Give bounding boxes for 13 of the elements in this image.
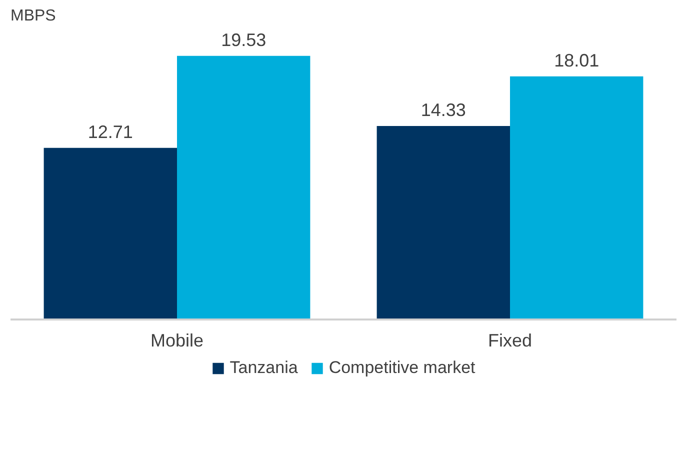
data-label: 14.33 bbox=[420, 100, 466, 120]
y-axis-title: MBPS bbox=[10, 8, 56, 24]
data-label: 19.53 bbox=[221, 30, 266, 50]
legend-label: Tanzania bbox=[230, 358, 298, 378]
data-label: 18.01 bbox=[554, 50, 600, 70]
bar bbox=[376, 126, 510, 320]
bar bbox=[510, 76, 644, 320]
bar bbox=[44, 148, 177, 320]
x-tick-label: Fixed bbox=[488, 330, 532, 350]
data-label: 12.71 bbox=[88, 122, 133, 142]
bar bbox=[177, 56, 310, 320]
x-tick-label: Mobile bbox=[150, 330, 204, 350]
legend-label: Competitive market bbox=[328, 358, 476, 378]
